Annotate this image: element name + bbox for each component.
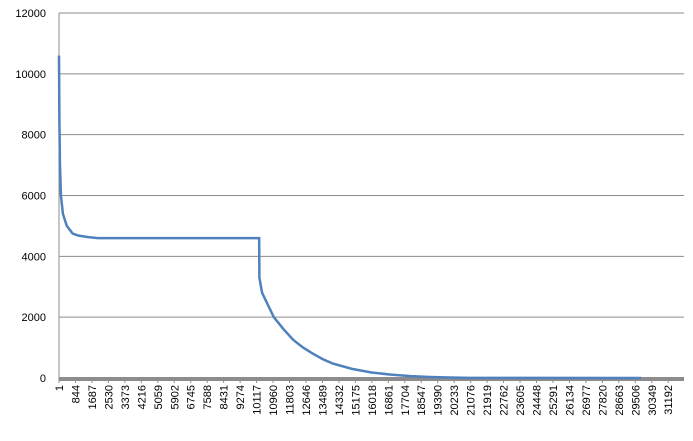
x-tick-label: 30349 <box>647 385 659 416</box>
x-tick-label: 5902 <box>169 385 181 409</box>
x-tick-label: 20233 <box>449 385 461 416</box>
y-tick-label: 0 <box>40 373 46 385</box>
y-tick-label: 8000 <box>22 130 46 142</box>
x-tick-label: 19390 <box>433 385 445 416</box>
x-tick-label: 14332 <box>334 385 346 416</box>
x-tick-label: 3373 <box>120 385 132 409</box>
x-tick-label: 16018 <box>367 385 379 416</box>
x-tick-label: 2530 <box>103 385 115 409</box>
y-tick-label: 10000 <box>15 69 46 81</box>
x-tick-label: 9274 <box>235 385 247 409</box>
x-tick-label: 10960 <box>268 385 280 416</box>
x-tick-label: 12646 <box>301 385 313 416</box>
x-tick-label: 844 <box>70 385 82 403</box>
x-tick-label: 31192 <box>663 385 675 415</box>
x-tick-label: 24448 <box>531 385 543 416</box>
y-tick-label: 12000 <box>15 8 46 20</box>
x-tick-label: 4216 <box>136 385 148 409</box>
x-tick-label: 6745 <box>186 385 198 409</box>
x-tick-label: 15175 <box>350 385 362 416</box>
x-tick-label: 26134 <box>564 385 576 416</box>
x-tick-label: 18547 <box>416 385 428 416</box>
x-tick-label: 16861 <box>383 385 395 416</box>
x-tick-label: 17704 <box>400 385 412 416</box>
y-tick-label: 4000 <box>22 251 46 263</box>
y-tick-label: 6000 <box>22 191 46 203</box>
x-tick-label: 10117 <box>252 385 264 415</box>
x-tick-label: 21919 <box>482 385 494 416</box>
x-tick-label: 28663 <box>614 385 626 416</box>
x-tick-label: 22762 <box>499 385 511 416</box>
data-line <box>57 55 642 380</box>
x-tick-label: 8431 <box>219 385 231 409</box>
x-tick-label: 11803 <box>285 385 297 415</box>
x-tick-label: 1687 <box>87 385 99 409</box>
x-tick-label: 5059 <box>153 385 165 409</box>
x-tick-label: 29506 <box>630 385 642 416</box>
x-tick-label: 25291 <box>548 385 560 416</box>
x-tick-label: 26977 <box>581 385 593 416</box>
y-tick-label: 2000 <box>22 312 46 324</box>
x-tick-label: 21076 <box>466 385 478 416</box>
x-tick-label: 1 <box>54 385 66 391</box>
x-tick-label: 7588 <box>202 385 214 409</box>
x-tick-label: 13489 <box>317 385 329 416</box>
x-tick-label: 23605 <box>515 385 527 416</box>
x-tick-label: 27820 <box>597 385 609 416</box>
